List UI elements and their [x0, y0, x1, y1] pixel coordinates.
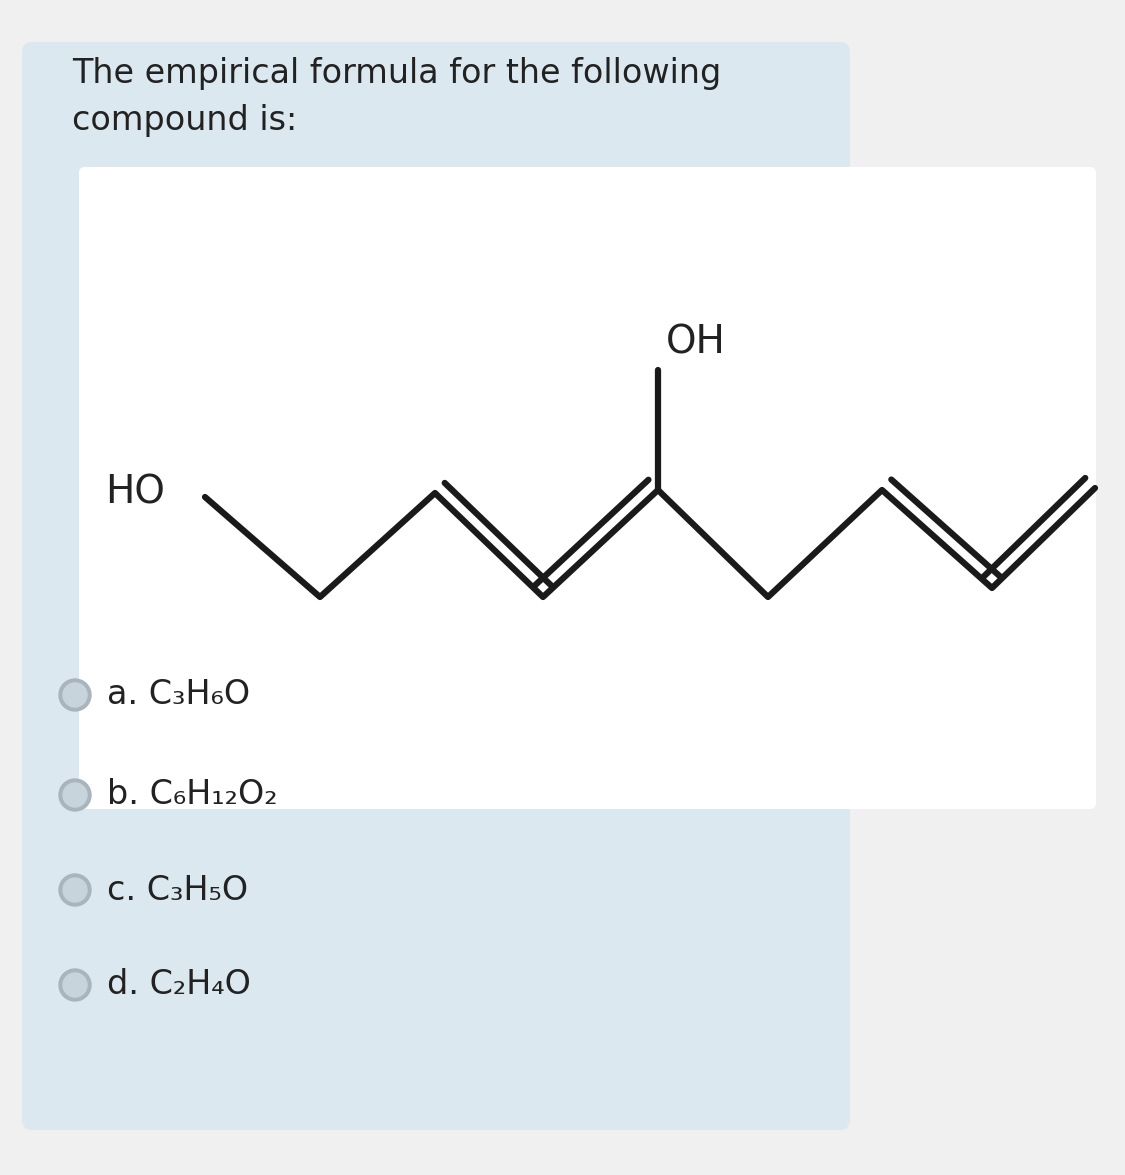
Circle shape	[58, 969, 91, 1001]
Circle shape	[58, 779, 91, 811]
Text: a. C₃H₆O: a. C₃H₆O	[107, 678, 250, 712]
Text: c. C₃H₅O: c. C₃H₅O	[107, 873, 249, 906]
Text: d. C₂H₄O: d. C₂H₄O	[107, 968, 251, 1001]
FancyBboxPatch shape	[22, 42, 850, 1130]
Text: compound is:: compound is:	[72, 105, 297, 137]
Text: b. C₆H₁₂O₂: b. C₆H₁₂O₂	[107, 779, 278, 812]
Text: OH: OH	[666, 324, 726, 362]
Circle shape	[63, 878, 87, 902]
Text: The empirical formula for the following: The empirical formula for the following	[72, 58, 721, 90]
Circle shape	[63, 683, 87, 707]
Circle shape	[58, 679, 91, 711]
Text: HO: HO	[105, 474, 165, 512]
Circle shape	[58, 874, 91, 906]
Circle shape	[63, 783, 87, 807]
Circle shape	[63, 973, 87, 998]
FancyBboxPatch shape	[79, 167, 1096, 810]
